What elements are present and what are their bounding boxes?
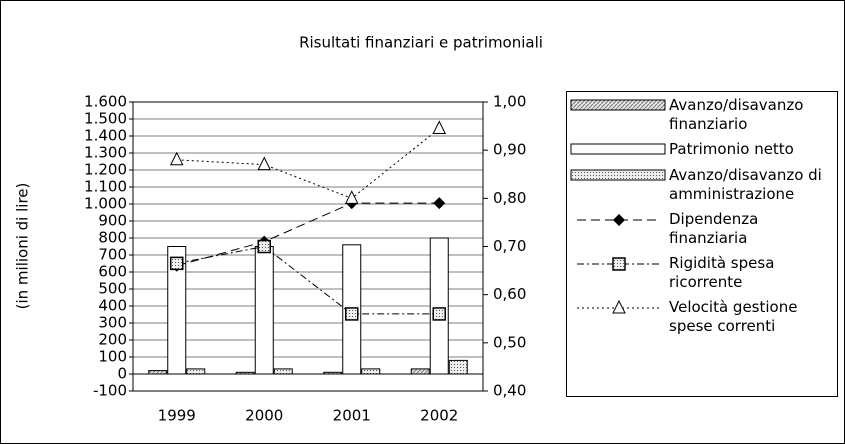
y-tick-label: 700 — [98, 246, 127, 264]
y2-tick-label: 0,60 — [493, 285, 526, 303]
legend-symbol — [577, 257, 661, 271]
line — [176, 202, 440, 267]
legend-swatch — [570, 99, 666, 111]
plot-area — [132, 101, 484, 392]
legend-symbol — [577, 299, 661, 314]
marker — [612, 299, 626, 314]
legend-entry: Patrimonio netto — [569, 140, 833, 160]
legend-entry: Avanzo/disavanzo di amministrazione — [569, 166, 833, 204]
legend-entry: Avanzo/disavanzo finanziario — [569, 96, 833, 134]
y-tick-label: 900 — [98, 212, 127, 230]
x-tick-label: 1999 — [158, 407, 196, 425]
marker — [257, 239, 271, 254]
bar — [410, 368, 430, 375]
legend-symbol — [577, 214, 661, 226]
legend-label: Velocità gestione spese correnti — [669, 298, 798, 335]
y-tick-label: 1.600 — [84, 93, 127, 111]
legend: Avanzo/disavanzo finanziario Patrimonio n… — [566, 91, 838, 397]
legend-label: Rigidità spesa ricorrente — [669, 254, 775, 291]
bar — [361, 368, 381, 375]
y-tick-label: 1.100 — [84, 178, 127, 196]
y-tick-label: 400 — [98, 297, 127, 315]
marker — [432, 120, 447, 134]
bar — [429, 237, 449, 375]
y-tick-label: 600 — [98, 263, 127, 281]
marker — [432, 307, 446, 321]
chart: Risultati finanziari e patrimoniali (in … — [14, 34, 543, 425]
line — [176, 128, 440, 199]
bar — [235, 371, 255, 375]
legend-entry: Rigidità spesa ricorrente — [569, 254, 833, 292]
marker — [169, 151, 184, 166]
bar — [167, 246, 187, 375]
y-tick-label: 1.400 — [84, 127, 127, 145]
y-tick-label: 800 — [98, 229, 127, 247]
x-tick-label: 2000 — [245, 407, 283, 425]
marker — [613, 214, 625, 226]
legend-symbol — [570, 143, 666, 155]
x-tick-label: 2002 — [420, 407, 458, 425]
y-tick-label: 0 — [117, 365, 127, 383]
legend-label: Avanzo/disavanzo di amministrazione — [669, 166, 822, 203]
legend-swatch — [570, 143, 666, 155]
marker — [344, 190, 359, 204]
marker — [345, 307, 359, 321]
y2-tick-label: 0,50 — [493, 333, 526, 351]
bar — [148, 370, 168, 375]
bar — [186, 368, 206, 375]
legend-symbol — [570, 169, 666, 181]
y-tick-label: 500 — [98, 280, 127, 298]
y-tick-label: 200 — [98, 331, 127, 349]
y-tick-label: 1.500 — [84, 110, 127, 128]
y-tick-label: -100 — [93, 382, 127, 400]
marker — [170, 256, 184, 271]
legend-label: Dipendenza finanziaria — [669, 210, 759, 247]
y-tick-label: 1.300 — [84, 144, 127, 162]
y2-tick-label: 0,90 — [493, 141, 526, 159]
bar — [273, 368, 293, 375]
y-tick-label: 1.200 — [84, 161, 127, 179]
bar — [448, 359, 468, 375]
bar — [254, 246, 274, 375]
legend-swatch — [570, 169, 666, 181]
legend-entry: Dipendenza finanziaria — [569, 210, 833, 248]
legend-label: Patrimonio netto — [669, 140, 794, 158]
y-axis-label: (in milioni di lire) — [14, 183, 32, 310]
legend-entry: Velocità gestione spese correnti — [569, 298, 833, 336]
x-tick-label: 2001 — [333, 407, 371, 425]
marker — [257, 156, 272, 171]
bar — [323, 371, 343, 375]
y-tick-label: 1.000 — [84, 195, 127, 213]
y2-tick-label: 1,00 — [493, 93, 526, 111]
y2-tick-label: 0,40 — [493, 382, 526, 400]
line — [176, 245, 440, 315]
y-tick-label: 300 — [98, 314, 127, 332]
y-tick-label: 100 — [98, 348, 127, 366]
marker — [433, 197, 446, 210]
marker — [612, 257, 626, 271]
legend-label: Avanzo/disavanzo finanziario — [669, 96, 804, 133]
y2-tick-label: 0,80 — [493, 189, 526, 207]
y2-tick-label: 0,70 — [493, 237, 526, 255]
legend-symbol — [570, 99, 666, 111]
chart-title: Risultati finanziari e patrimoniali — [299, 34, 543, 52]
